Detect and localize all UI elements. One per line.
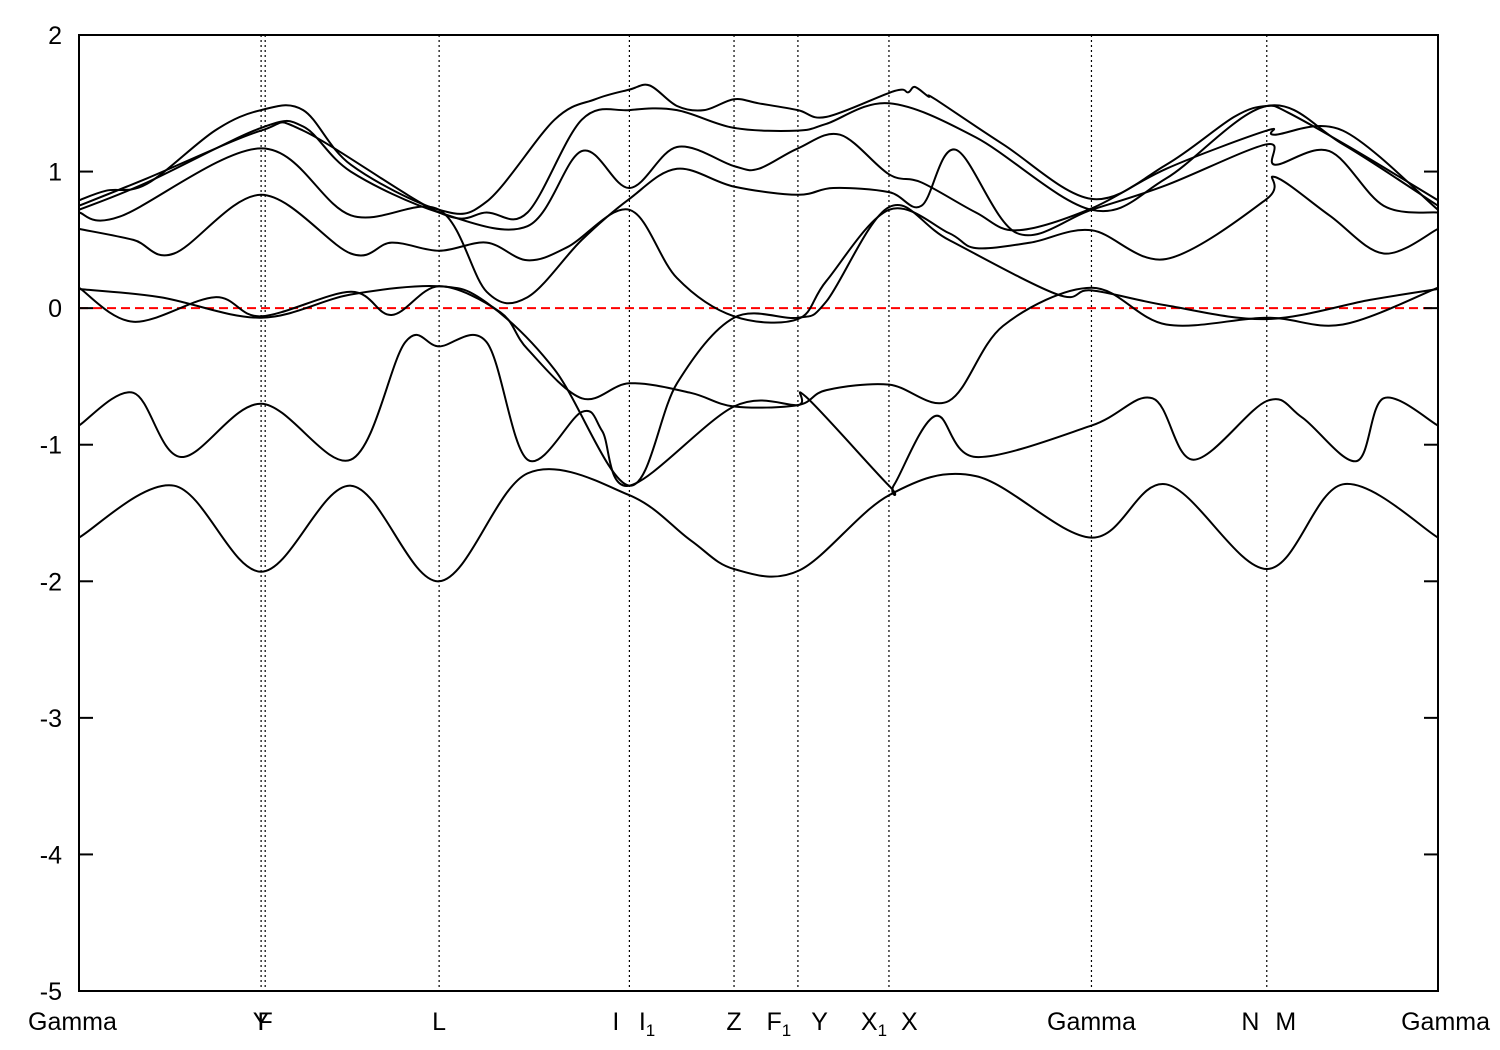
y-tick-label: 1 <box>48 159 62 187</box>
kpoint-label: Z <box>726 1008 741 1036</box>
band-line-4 <box>78 204 1439 487</box>
kpoint-label: L <box>432 1008 446 1036</box>
band-line-5 <box>78 175 1439 324</box>
band-line-6 <box>78 143 1439 305</box>
kpoint-label: F <box>258 1008 273 1036</box>
kpoint-label: Y <box>811 1008 828 1036</box>
kpoint-lines <box>260 35 1268 991</box>
band-line-2 <box>78 333 1439 496</box>
band-lines <box>78 83 1439 583</box>
y-axis-ticks: -5 -4 -3 -2 -1 0 1 2 <box>40 22 1438 1006</box>
kpoint-label: N <box>1241 1008 1259 1036</box>
band-line-7 <box>78 119 1439 232</box>
y-tick-label: 2 <box>48 22 62 50</box>
kpoint-label: I <box>612 1008 619 1036</box>
y-tick-label: 0 <box>48 295 62 323</box>
y-tick-label: -5 <box>40 978 62 1006</box>
y-tick-label: -2 <box>40 568 62 596</box>
kpoint-label: Gamma <box>1401 1008 1490 1036</box>
kpoint-label: Gamma <box>1047 1008 1136 1036</box>
y-tick-label: -1 <box>40 432 62 460</box>
band-line-9 <box>78 83 1439 215</box>
kpoint-label: X1 <box>861 1008 887 1040</box>
kpoint-label: Y <box>253 1008 270 1036</box>
kpoint-label: M <box>1275 1008 1296 1036</box>
band-line-3 <box>78 285 1439 409</box>
band-line-1 <box>78 468 1439 583</box>
plot-frame <box>78 34 1439 992</box>
y-tick-label: -4 <box>40 841 62 869</box>
kpoint-label: F1 <box>767 1008 792 1040</box>
kpoint-label: Gamma <box>28 1008 117 1036</box>
kpoint-label: I1 <box>639 1008 655 1040</box>
band-line-8 <box>78 102 1439 221</box>
kpoint-labels: Gamma YF L I I1 Z F1 Y X1 X Gamma N M Gamma <box>28 1008 1490 1040</box>
y-tick-label: -3 <box>40 705 62 733</box>
kpoint-label: X <box>901 1008 918 1036</box>
